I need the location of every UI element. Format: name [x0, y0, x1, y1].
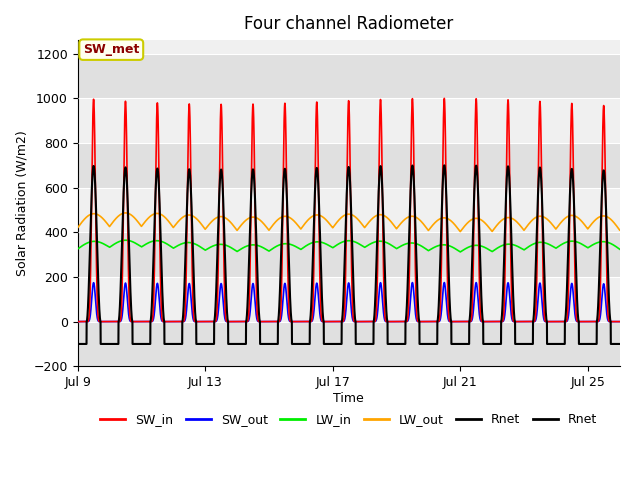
- X-axis label: Time: Time: [333, 392, 364, 405]
- Bar: [77, 232, 620, 277]
- Legend: SW_in, SW_out, LW_in, LW_out, Rnet, Rnet: SW_in, SW_out, LW_in, LW_out, Rnet, Rnet: [95, 408, 602, 432]
- Y-axis label: Solar Radiation (W/m2): Solar Radiation (W/m2): [15, 131, 28, 276]
- Text: SW_met: SW_met: [83, 43, 140, 56]
- Bar: [77, 53, 620, 98]
- Bar: [77, 143, 620, 188]
- Title: Four channel Radiometer: Four channel Radiometer: [244, 15, 453, 33]
- Bar: [77, 277, 620, 322]
- Bar: [77, 188, 620, 232]
- Bar: [77, 322, 620, 366]
- Bar: [77, 98, 620, 143]
